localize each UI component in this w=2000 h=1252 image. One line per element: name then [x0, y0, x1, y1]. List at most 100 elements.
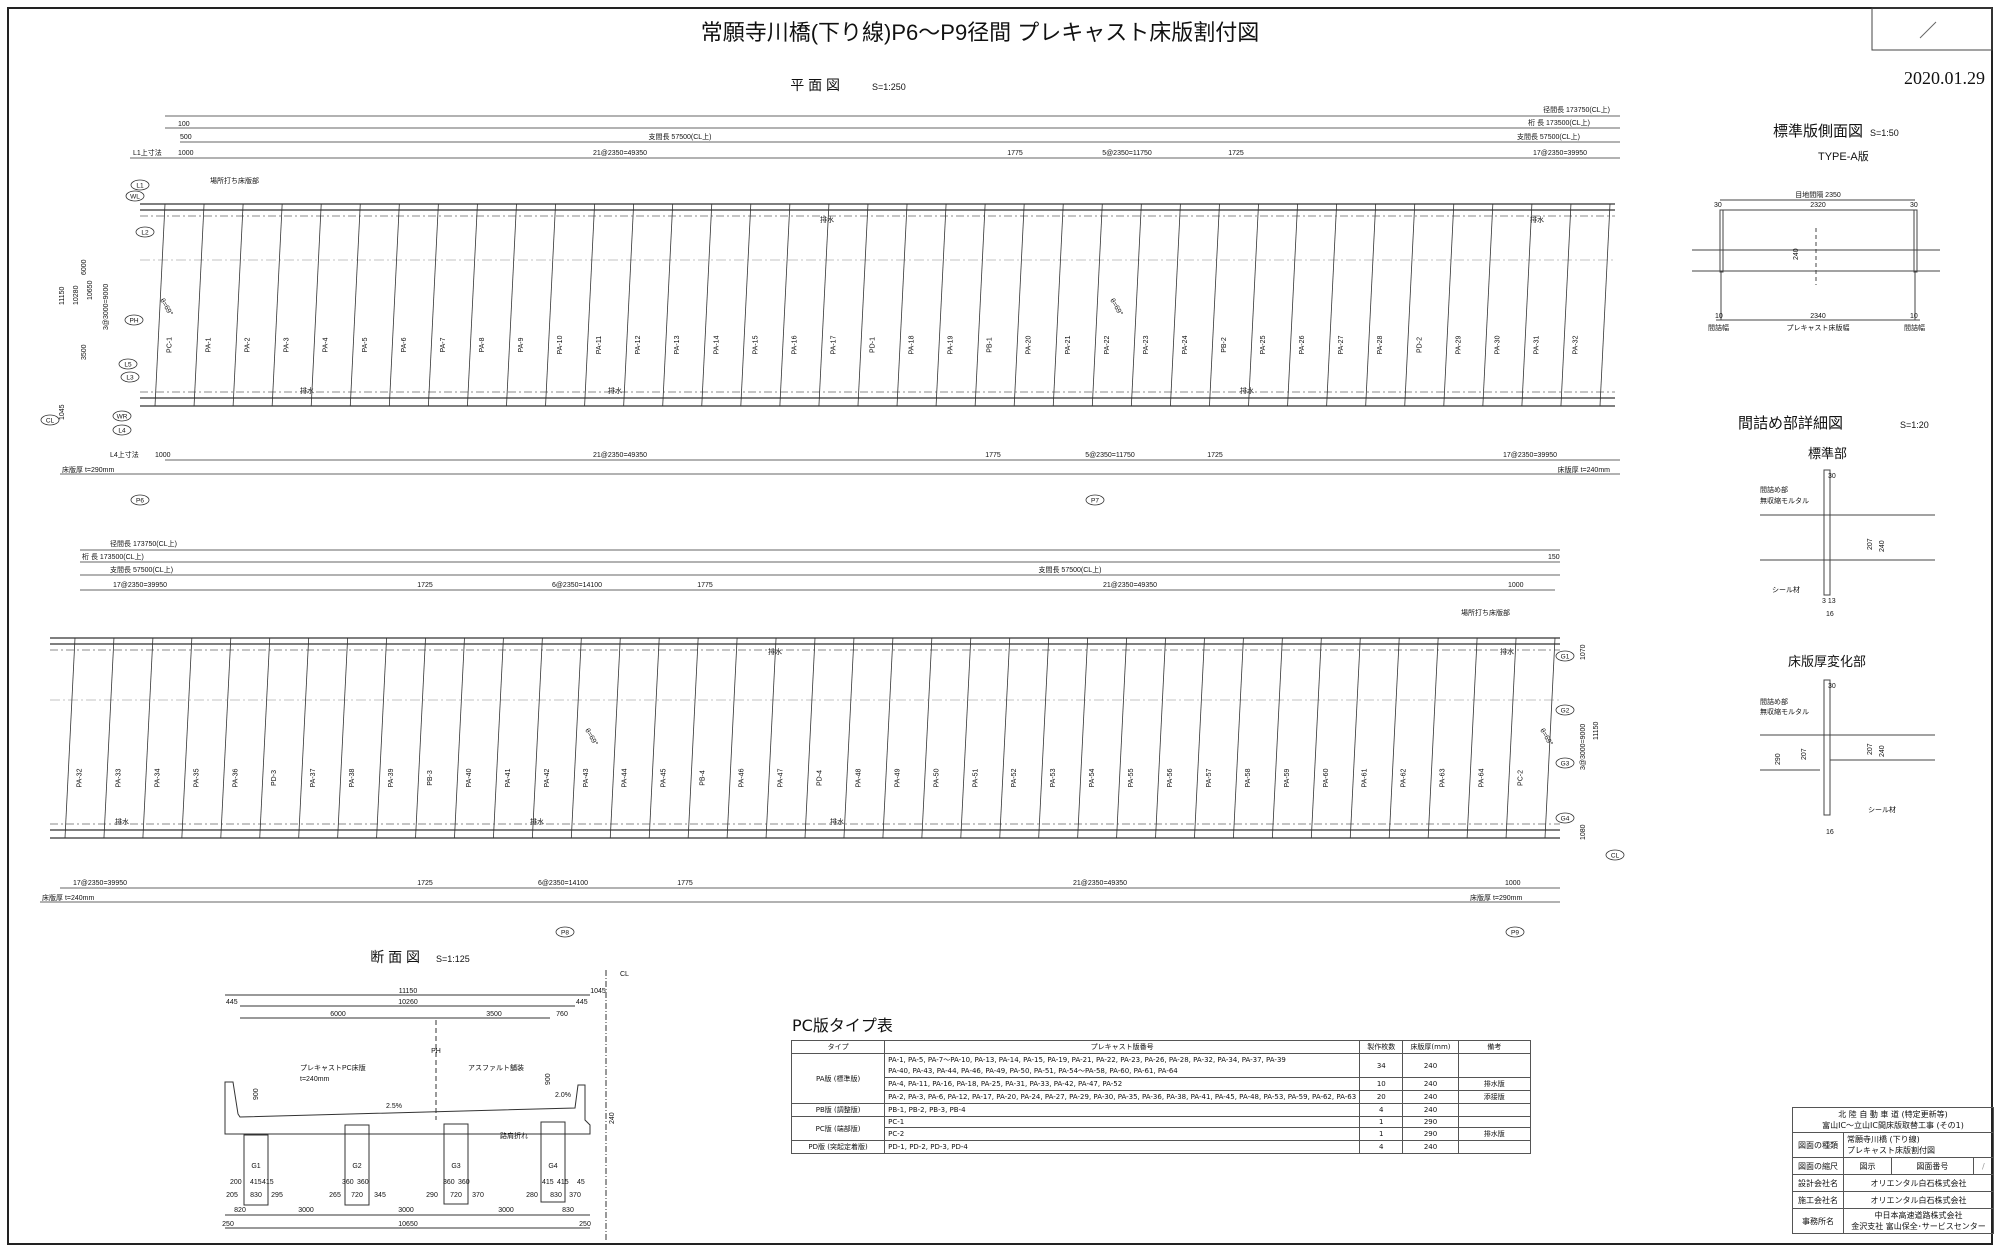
drain-label: 排水: [300, 386, 314, 395]
sec-r445: 445: [576, 999, 588, 1006]
dim-b-1000: 1000: [1505, 880, 1521, 887]
builder-label: 施工会社名: [1792, 1191, 1844, 1209]
dim-30: 30: [1828, 473, 1836, 480]
dim-seg3: 5@2350=11750: [1102, 150, 1152, 157]
slab-joint-line: [818, 203, 830, 407]
drain-label: 排水: [1530, 215, 1544, 224]
slab-label: PA-33: [115, 768, 122, 787]
slab-joint-line: [1326, 203, 1338, 407]
change-title: 床版厚変化部: [1788, 654, 1866, 669]
cell-numbers: PC-2: [884, 1127, 1361, 1141]
plan-title: 平 面 図: [790, 77, 840, 93]
dim-207: 207: [1867, 743, 1874, 755]
office-label: 事務所名: [1792, 1208, 1844, 1234]
slab-label: PB-2: [1221, 337, 1228, 353]
dim-b-seg5: 21@2350=49350: [1073, 880, 1127, 887]
sec-dim: 720: [351, 1192, 363, 1199]
dim-30: 30: [1910, 202, 1918, 209]
table-header: タイプ プレキャスト版番号 製作枚数 床版厚(mm) 備考: [790, 1040, 1532, 1054]
mortar-label: 無収縮モルタル: [1760, 707, 1809, 716]
side-view-type: TYPE-A版: [1818, 149, 1869, 163]
girder-label: G1: [251, 1163, 260, 1170]
thickness-left: 床版厚 t=290mm: [62, 465, 114, 474]
marker-bubble: [120, 371, 140, 383]
dim-1000: 1000: [178, 150, 194, 157]
dim-3-13: 3 13: [1822, 598, 1836, 605]
cell-thickness: 240: [1402, 1103, 1459, 1117]
drain-label: 排水: [608, 386, 622, 395]
sec-l445: 445: [226, 999, 238, 1006]
dim-240: 240: [1879, 745, 1886, 757]
slab-label: PA-30: [1494, 335, 1501, 354]
side-view-drawing: [1692, 199, 1940, 321]
corner-box: [1871, 7, 1993, 51]
sec-thickness: t=240mm: [300, 1076, 330, 1083]
sec-dim: 10650: [398, 1221, 418, 1228]
slab-label: PB-1: [987, 337, 994, 353]
section-title: 断 面 図: [370, 949, 420, 965]
dim-240: 240: [1879, 540, 1886, 552]
slab-joint-line: [1077, 637, 1089, 839]
marker-label: G4: [1561, 816, 1570, 823]
cell-numbers: PA-1, PA-5, PA-7～PA-10, PA-13, PA-14, PA…: [884, 1053, 1361, 1078]
dim-b-seg3: 6@2350=14100: [538, 880, 588, 887]
marker-label: L5: [124, 362, 132, 369]
dim-16: 16: [1826, 611, 1834, 618]
slab-label: PA-1: [206, 337, 213, 352]
dim-seg4: 1775: [697, 582, 713, 589]
joint-detail-drawing: [1760, 469, 1935, 816]
slab-label: PA-58: [1245, 768, 1252, 787]
slab-label: PA-38: [349, 768, 356, 787]
slab-label: PA-2: [245, 337, 252, 352]
slab-label: PA-22: [1104, 335, 1111, 354]
slab-joint-line: [1443, 203, 1455, 407]
slab-label: PA-64: [1479, 768, 1486, 787]
drain-label: 排水: [115, 817, 129, 826]
slab-joint-line: [427, 203, 439, 407]
sec-dim: 820: [234, 1207, 246, 1214]
slab-label: PA-60: [1323, 768, 1330, 787]
slab-joint-line: [662, 203, 674, 407]
sec-dim: 3000: [298, 1207, 314, 1214]
cell-count: 10: [1359, 1077, 1404, 1091]
slab-joint-line: [882, 637, 894, 839]
slab-label: PA-57: [1206, 768, 1213, 787]
sec-asphalt: アスファルト舗装: [468, 1063, 524, 1072]
slab-joint-line: [1116, 637, 1127, 839]
sec-dim: 830: [250, 1192, 262, 1199]
slab-label: PA-19: [948, 335, 955, 354]
left-dim: 3@3000=9000: [103, 284, 110, 330]
left-dim: 1045: [59, 404, 66, 420]
slab-joint-line: [271, 203, 283, 407]
slab-label: PA-53: [1050, 768, 1057, 787]
dim-240: 240: [1793, 248, 1800, 260]
slab-label: PA-16: [791, 335, 798, 354]
right-dim: 11150: [1593, 721, 1600, 740]
slab-joint-line: [193, 203, 205, 407]
slab-joint-line: [1427, 637, 1439, 839]
pc-table-title: PC版タイプ表: [792, 1016, 893, 1035]
slab-label: PA-32: [1572, 335, 1579, 354]
slab-label: PA-59: [1284, 768, 1291, 787]
slab-joint-line: [531, 637, 543, 839]
girder-label: G3: [451, 1163, 460, 1170]
number-label: 図面番号: [1891, 1157, 1974, 1175]
office: 中日本高速道路株式会社 金沢支社 富山保全･サービスセンター: [1843, 1208, 1994, 1234]
slab-joint-line: [1194, 637, 1205, 839]
cell-numbers: PC-1: [884, 1116, 1361, 1128]
sec-dim: 3000: [498, 1207, 514, 1214]
cell-note: 排水版: [1457, 1127, 1532, 1141]
slab-label: PC-2: [1518, 770, 1525, 786]
cast-in-place-label: 場所打ち床版部: [210, 176, 259, 185]
dim-b-1000: 1000: [155, 452, 171, 459]
slab-joint-line: [999, 637, 1011, 839]
slab-joint-line: [1130, 203, 1142, 407]
cell-type: PB版 (調整版): [790, 1103, 886, 1117]
cell-numbers: PA-2, PA-3, PA-6, PA-12, PA-17, PA-20, P…: [884, 1090, 1361, 1104]
cell-count: 4: [1359, 1140, 1404, 1154]
slab-label: PA-40: [466, 768, 473, 787]
slab-joint-line: [232, 203, 244, 407]
right-dim: 1070: [1580, 644, 1587, 660]
skew-angle: θ=69°: [1538, 727, 1554, 747]
